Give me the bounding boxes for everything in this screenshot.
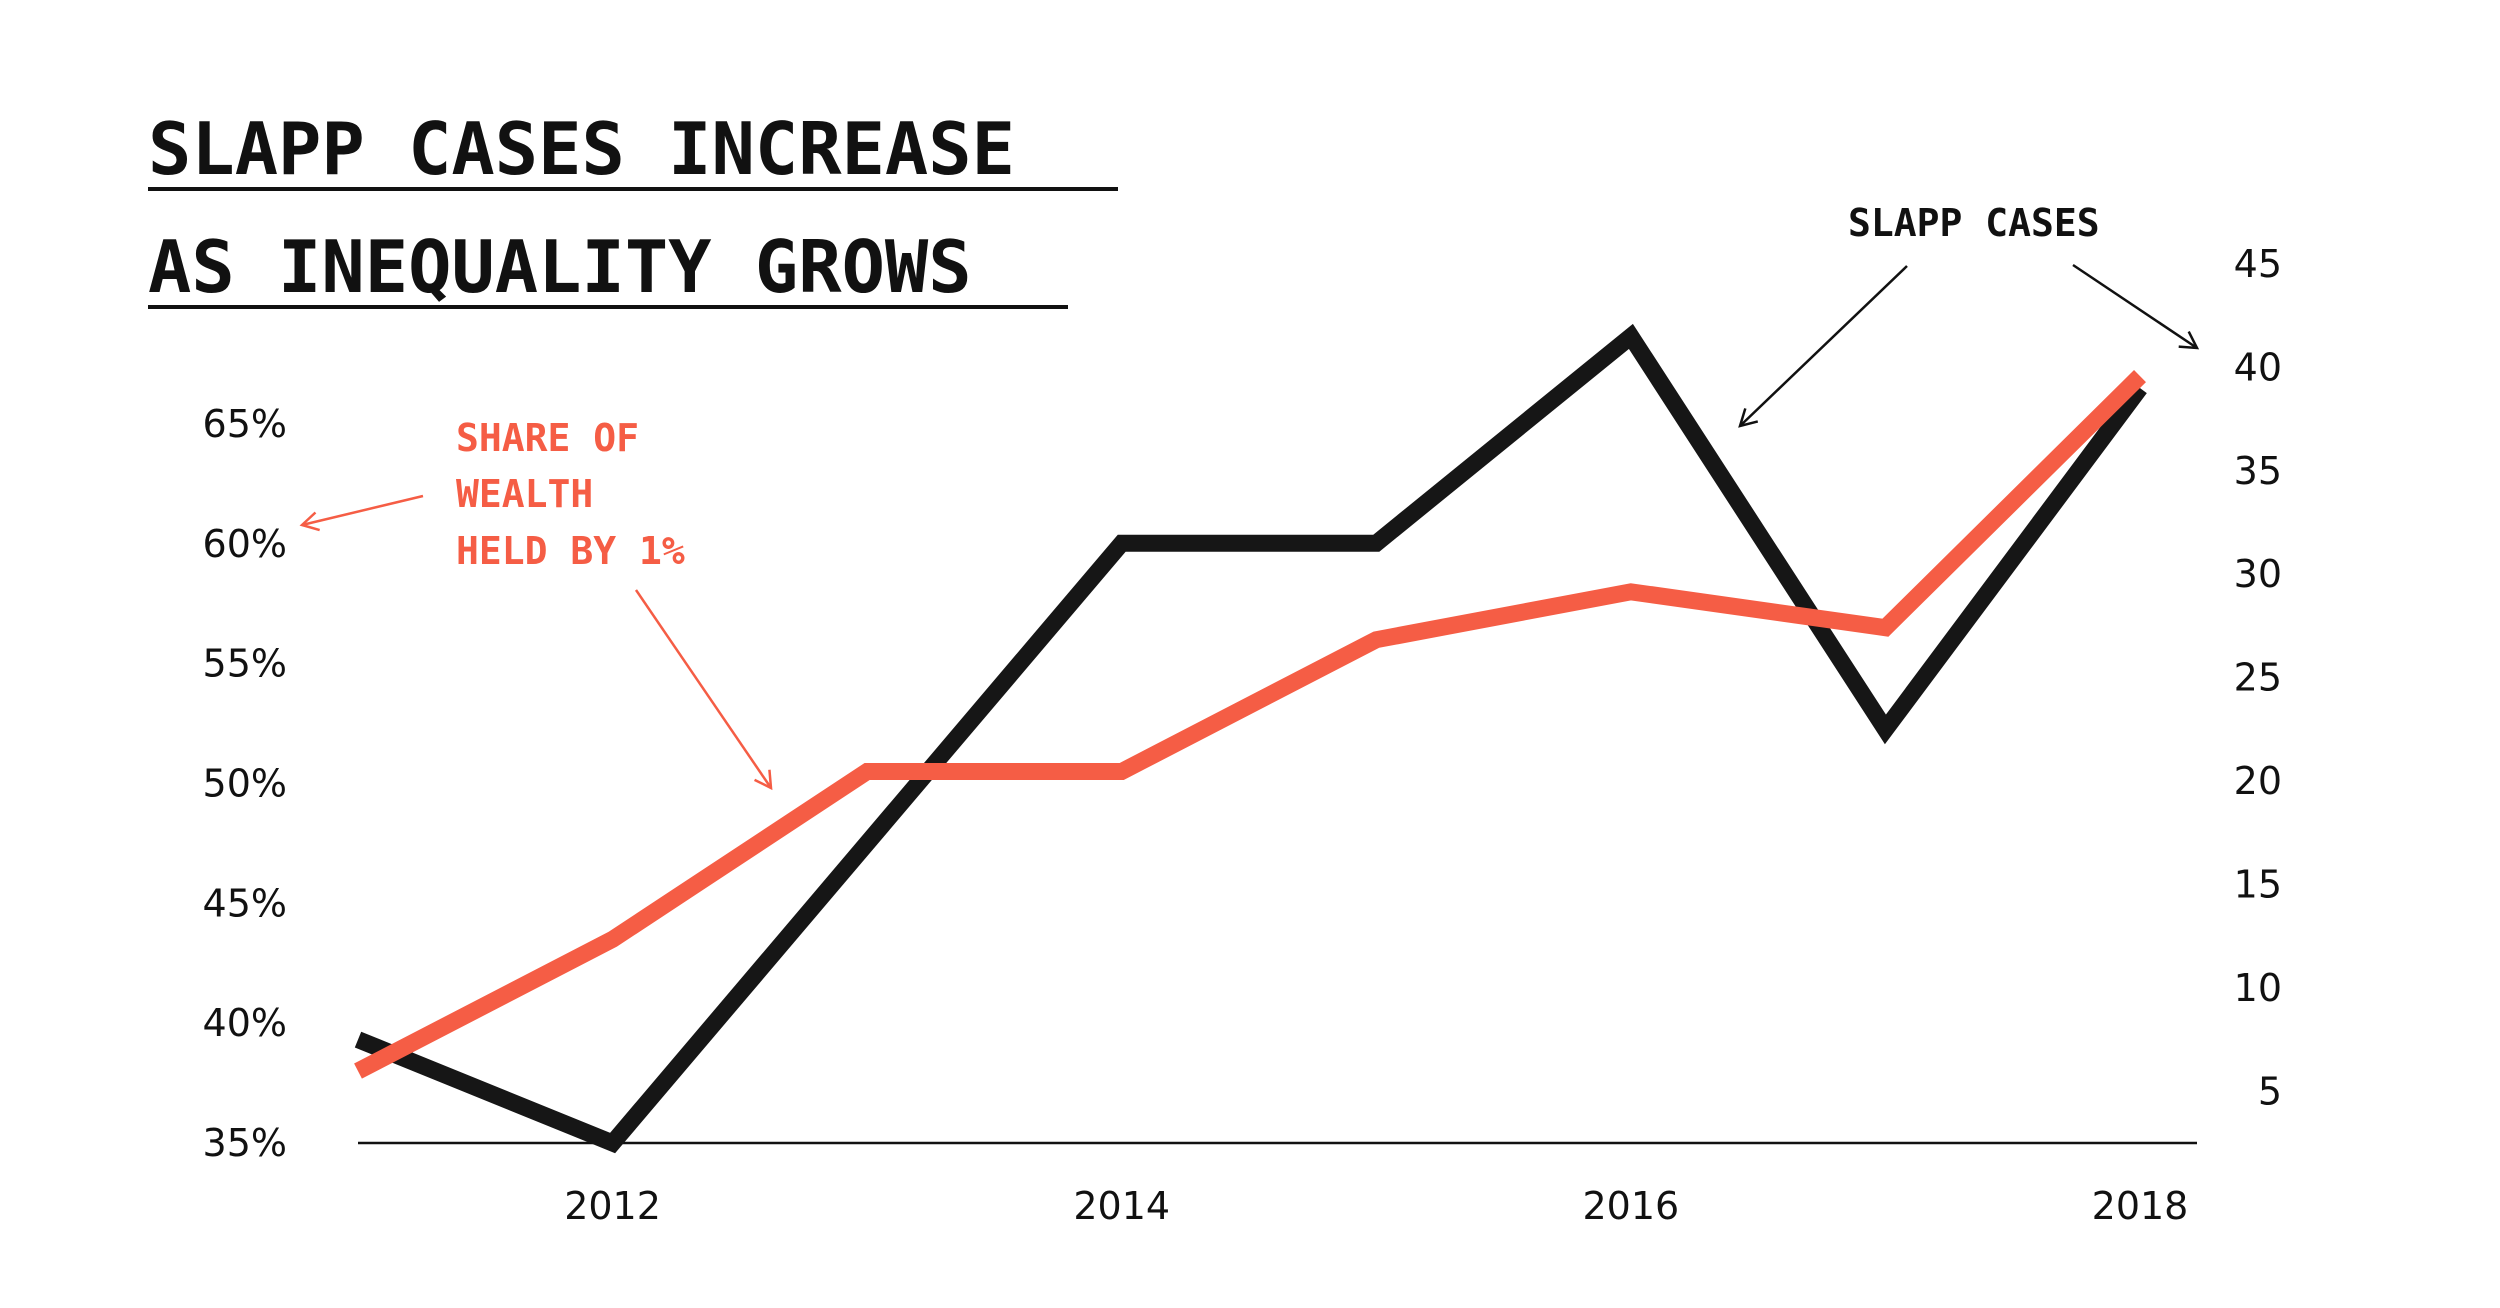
wealth-label-line-3: HELD BY 1% [456, 529, 685, 573]
series-lines [354, 323, 2147, 1154]
x-axis-tick-label: 2012 [564, 1184, 661, 1228]
slapp-cases-label: SLAPP CASES [1848, 201, 2100, 245]
right-axis-tick-label: 30 [2234, 552, 2282, 596]
wealth-arrow-down [634, 589, 773, 791]
wealth-share-series-line [354, 370, 2146, 1079]
right-axis-tick-label: 5 [2258, 1069, 2282, 1113]
left-axis-tick-labels: 35% 40% 45% 50% 55% 60% 65% [203, 402, 287, 1165]
left-axis-tick-label: 40% [203, 1001, 287, 1045]
wealth-label-line-1: SHARE OF [456, 416, 639, 460]
x-axis-tick-label: 2016 [1582, 1184, 1679, 1228]
right-axis-tick-labels: 5 10 15 20 25 30 35 40 45 [2234, 242, 2282, 1113]
wealth-label-line-2: WEALTH [456, 472, 593, 516]
left-axis-tick-label: 60% [203, 522, 287, 566]
left-axis-tick-label: 35% [203, 1121, 287, 1165]
right-axis-tick-label: 40 [2234, 345, 2282, 389]
left-axis-tick-label: 50% [203, 762, 287, 806]
slapp-arrow-right [2072, 263, 2200, 350]
left-axis-tick-label: 65% [203, 402, 287, 446]
right-axis-tick-label: 35 [2234, 449, 2282, 493]
x-axis-tick-label: 2018 [2092, 1184, 2189, 1228]
slapp-arrow-left [1738, 265, 1908, 428]
wealth-arrow-left [299, 494, 424, 532]
x-axis-tick-label: 2014 [1073, 1184, 1170, 1228]
right-axis-tick-label: 15 [2234, 862, 2282, 906]
slapp-cases-series-line [354, 323, 2147, 1154]
left-axis-tick-label: 45% [203, 881, 287, 925]
chart-title-line-1: SLAPP CASES INCREASE [148, 107, 1015, 191]
right-axis-tick-label: 10 [2234, 966, 2282, 1010]
x-axis-tick-labels: 2012 2014 2016 2018 [564, 1184, 2188, 1228]
right-axis-tick-label: 25 [2234, 656, 2282, 700]
left-axis-tick-label: 55% [203, 642, 287, 686]
right-axis-tick-label: 20 [2234, 759, 2282, 803]
right-axis-tick-label: 45 [2234, 242, 2282, 286]
chart-title-line-2: AS INEQUALITY GROWS [148, 225, 972, 309]
